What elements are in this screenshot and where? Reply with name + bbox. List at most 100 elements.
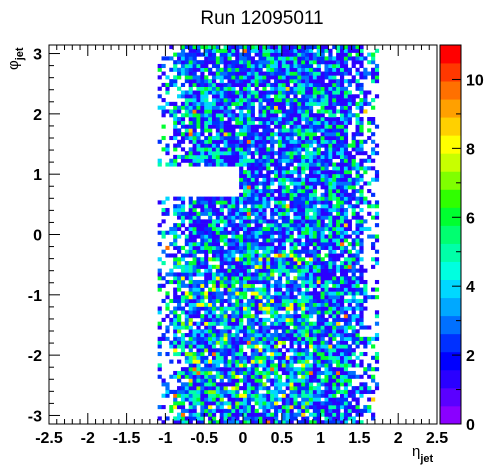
heatmap-cell bbox=[211, 139, 217, 144]
heatmap-cell bbox=[239, 351, 244, 357]
heatmap-cell bbox=[254, 268, 259, 273]
heatmap-cell bbox=[246, 408, 252, 413]
heatmap-cell bbox=[343, 355, 349, 360]
heatmap-cell bbox=[196, 329, 201, 334]
heatmap-cell bbox=[188, 151, 193, 156]
heatmap-cell bbox=[312, 298, 318, 304]
heatmap-cell bbox=[246, 63, 252, 69]
heatmap-cell bbox=[328, 336, 333, 341]
heatmap-cell bbox=[157, 242, 162, 247]
heatmap-cell bbox=[200, 272, 205, 277]
heatmap-cell bbox=[316, 378, 321, 383]
heatmap-cell bbox=[208, 135, 213, 141]
heatmap-cell bbox=[305, 48, 310, 53]
heatmap-cell bbox=[211, 63, 217, 69]
heatmap-cell bbox=[293, 321, 298, 326]
heatmap-cell bbox=[227, 405, 232, 410]
heatmap-cell bbox=[223, 261, 228, 266]
heatmap-cell bbox=[161, 249, 166, 254]
heatmap-cell bbox=[250, 128, 255, 133]
heatmap-cell bbox=[192, 268, 197, 273]
heatmap-cell bbox=[239, 238, 244, 243]
heatmap-cell bbox=[266, 367, 271, 372]
heatmap-cell bbox=[285, 257, 290, 262]
heatmap-cell bbox=[173, 135, 178, 141]
heatmap-cell bbox=[250, 94, 255, 99]
heatmap-cell bbox=[355, 412, 360, 417]
heatmap-cell bbox=[277, 257, 283, 262]
heatmap-cell bbox=[308, 249, 314, 254]
heatmap-cell bbox=[305, 382, 310, 387]
heatmap-cell bbox=[359, 325, 364, 330]
colorbar-swatch bbox=[440, 387, 461, 407]
heatmap-cell bbox=[196, 416, 201, 421]
heatmap-cell bbox=[343, 185, 349, 190]
heatmap-cell bbox=[351, 340, 356, 345]
heatmap-cell bbox=[340, 211, 345, 216]
heatmap-cell bbox=[324, 200, 329, 205]
heatmap-cell bbox=[223, 132, 228, 137]
heatmap-cell bbox=[355, 306, 360, 311]
heatmap-cell bbox=[243, 374, 248, 379]
heatmap-cell bbox=[223, 401, 228, 406]
heatmap-cell bbox=[305, 287, 310, 292]
heatmap-cell bbox=[262, 120, 267, 125]
heatmap-cell bbox=[297, 367, 302, 372]
heatmap-cell bbox=[157, 306, 162, 311]
heatmap-cell bbox=[177, 370, 182, 376]
heatmap-cell bbox=[266, 98, 271, 103]
heatmap-cell bbox=[250, 162, 255, 167]
heatmap-cell bbox=[173, 261, 178, 266]
heatmap-cell bbox=[208, 336, 213, 341]
heatmap-cell bbox=[246, 67, 252, 72]
heatmap-cell bbox=[192, 56, 197, 61]
heatmap-cell bbox=[320, 124, 325, 129]
heatmap-cell bbox=[243, 154, 248, 159]
heatmap-cell bbox=[239, 317, 244, 322]
heatmap-cell bbox=[165, 382, 170, 387]
heatmap-cell bbox=[223, 276, 228, 281]
heatmap-cell bbox=[254, 98, 259, 103]
heatmap-cell bbox=[324, 162, 329, 167]
heatmap-cell bbox=[285, 397, 290, 402]
heatmap-cell bbox=[281, 204, 286, 209]
heatmap-cell bbox=[324, 154, 329, 159]
heatmap-cell bbox=[347, 359, 352, 364]
heatmap-cell bbox=[320, 272, 325, 277]
heatmap-cell bbox=[188, 86, 193, 91]
heatmap-cell bbox=[277, 298, 283, 304]
heatmap-cell bbox=[184, 359, 189, 364]
heatmap-cell bbox=[239, 412, 244, 417]
heatmap-cell bbox=[208, 333, 213, 338]
heatmap-cell bbox=[274, 268, 279, 273]
heatmap-cell bbox=[301, 124, 306, 129]
heatmap-cell bbox=[250, 170, 255, 175]
heatmap-cell bbox=[227, 340, 232, 345]
heatmap-cell bbox=[188, 389, 193, 394]
heatmap-cell bbox=[266, 226, 271, 232]
heatmap-cell bbox=[231, 348, 236, 353]
heatmap-cell bbox=[328, 393, 333, 398]
heatmap-cell bbox=[208, 215, 213, 220]
heatmap-cell bbox=[363, 386, 368, 391]
heatmap-cell bbox=[204, 56, 209, 61]
heatmap-cell bbox=[227, 75, 232, 80]
heatmap-cell bbox=[270, 310, 275, 315]
heatmap-cell bbox=[188, 94, 193, 99]
heatmap-cell bbox=[219, 94, 224, 99]
heatmap-cell bbox=[239, 75, 244, 80]
heatmap-cell bbox=[297, 355, 302, 360]
heatmap-cell bbox=[343, 245, 349, 250]
heatmap-cell bbox=[374, 200, 380, 205]
heatmap-cell bbox=[359, 386, 364, 391]
heatmap-cell bbox=[219, 211, 224, 216]
heatmap-cell bbox=[332, 329, 337, 334]
heatmap-cell bbox=[243, 420, 248, 425]
heatmap-cell bbox=[188, 154, 193, 159]
heatmap-cell bbox=[235, 397, 240, 402]
heatmap-cell bbox=[359, 101, 364, 106]
heatmap-cell bbox=[239, 386, 244, 391]
heatmap-cell bbox=[281, 351, 286, 357]
heatmap-cell bbox=[285, 211, 290, 216]
heatmap-cell bbox=[289, 117, 294, 122]
